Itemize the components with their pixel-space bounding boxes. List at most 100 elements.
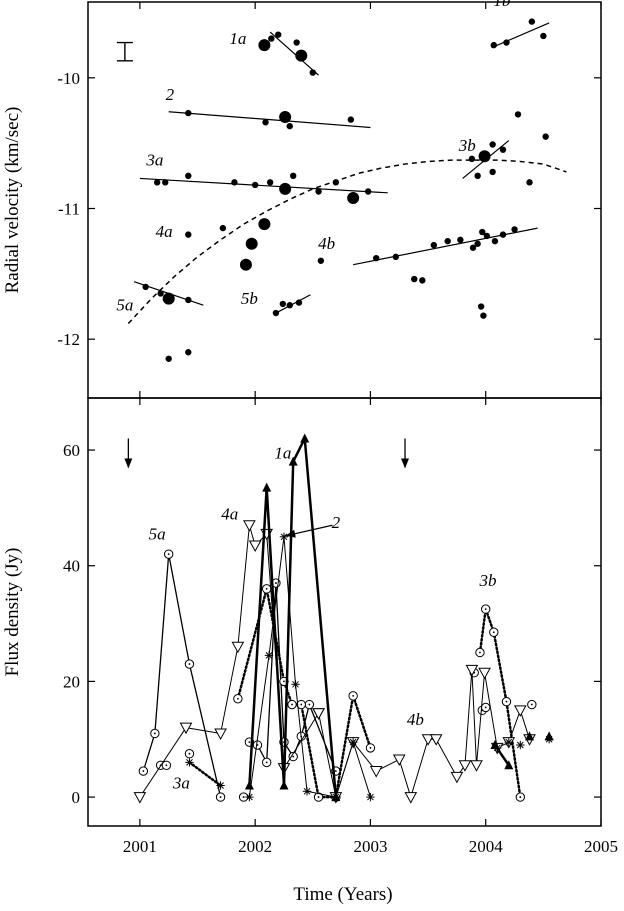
circle-marker-dot <box>219 796 222 798</box>
data-point <box>251 181 259 189</box>
data-point <box>499 231 507 238</box>
triangle-up-marker <box>279 780 289 790</box>
star-stroke <box>303 787 311 795</box>
annotation-3a: 3a <box>145 150 163 169</box>
y-tick-label: 60 <box>63 441 80 460</box>
data-point <box>489 168 496 176</box>
star-stroke <box>292 680 299 688</box>
triangle-down-marker <box>369 766 383 778</box>
star-marker <box>348 737 358 747</box>
series-triangle_up <box>244 433 341 802</box>
series-star <box>185 758 225 790</box>
fit-line-5b <box>275 294 311 314</box>
circle-marker-dot <box>519 796 522 798</box>
circle-marker-dot <box>317 796 320 798</box>
y-tick-label: -11 <box>58 199 80 218</box>
triangle-down-marker <box>248 540 262 553</box>
series-line <box>318 669 531 798</box>
circle-marker-dot <box>479 651 481 654</box>
data-point <box>499 146 507 153</box>
y-tick-label: -12 <box>57 330 80 349</box>
triangle-down-marker <box>179 722 193 735</box>
circle-marker-dot <box>308 703 311 706</box>
data-point <box>258 218 271 231</box>
data-point <box>309 69 316 76</box>
triangle-up-marker <box>525 731 535 741</box>
data-point <box>185 296 192 304</box>
triangle-down-marker <box>465 664 479 677</box>
data-point <box>392 253 399 261</box>
data-point <box>153 179 161 186</box>
star-stroke <box>367 793 374 801</box>
circle-marker-dot <box>265 761 268 764</box>
data-point <box>347 116 355 123</box>
data-point <box>480 312 487 319</box>
data-point <box>411 275 418 283</box>
y-axis-label-bottom: Flux density (Jy) <box>2 548 23 677</box>
triangle-up-marker <box>544 731 554 741</box>
annotation-4a: 4a <box>221 504 238 523</box>
data-point <box>268 35 275 42</box>
circle-marker-dot <box>291 703 293 706</box>
data-point <box>469 244 477 251</box>
data-point <box>317 257 325 264</box>
data-point <box>491 237 499 245</box>
x-tick-label: 2003 <box>353 837 387 856</box>
data-point <box>185 172 192 180</box>
data-point <box>373 254 380 262</box>
fit-line-2 <box>168 111 371 129</box>
annotation-5a: 5a <box>149 525 166 544</box>
data-point <box>489 141 496 148</box>
annotation-5b: 5b <box>241 289 258 308</box>
data-point <box>142 283 149 291</box>
circle-marker-dot <box>484 608 487 611</box>
fit-line-1b <box>491 22 550 49</box>
triangle-down-marker <box>404 792 418 804</box>
triangle-up-marker <box>504 760 514 770</box>
data-point <box>286 302 293 309</box>
circle-marker-dot <box>283 680 285 683</box>
data-point <box>540 32 547 40</box>
triangle-down-marker <box>458 760 472 772</box>
circle-marker-dot <box>334 770 337 772</box>
y-tick-label: 0 <box>72 788 81 807</box>
data-point <box>258 39 271 52</box>
series-line <box>249 582 337 772</box>
error-bar <box>116 41 133 62</box>
y-tick-label: -10 <box>57 69 80 88</box>
series-triangle_up <box>490 740 514 770</box>
data-point <box>157 290 164 297</box>
data-point <box>478 150 491 163</box>
data-point <box>290 172 297 180</box>
radial-velocity-panel: -10 -11 -12 1a 1b 2 3a 3b 4a 4b 5a 5b <box>57 0 602 399</box>
circle-marker-dot <box>142 770 145 772</box>
y-tick-label: 20 <box>63 672 80 691</box>
data-point <box>231 179 238 186</box>
star-marker <box>279 532 289 542</box>
annotation-3b: 3b <box>479 571 497 590</box>
x-axis-label: Time (Years) <box>293 884 392 905</box>
triangle-down-marker <box>429 734 443 746</box>
series-circle <box>469 668 537 716</box>
circle-marker-dot <box>153 732 156 735</box>
series-circle <box>184 749 249 802</box>
star-stroke <box>186 759 193 766</box>
triangle-up-marker <box>490 740 500 750</box>
triangle-up-marker <box>300 433 310 443</box>
triangle-down-marker <box>450 771 464 784</box>
data-point <box>162 292 175 305</box>
circle-marker-dot <box>236 697 239 700</box>
triangle-up-marker <box>288 456 298 466</box>
x-tick-label: 2001 <box>123 837 157 856</box>
data-point <box>483 232 491 240</box>
circle-marker-dot <box>352 694 355 697</box>
data-point <box>293 39 300 46</box>
triangle-up-marker <box>262 482 272 492</box>
circle-marker-dot <box>300 703 303 706</box>
triangle-down-marker <box>312 708 325 720</box>
circle-marker-dot <box>167 553 170 556</box>
data-point <box>503 39 510 46</box>
annotation-1a: 1a <box>274 444 291 463</box>
data-point <box>315 188 322 195</box>
